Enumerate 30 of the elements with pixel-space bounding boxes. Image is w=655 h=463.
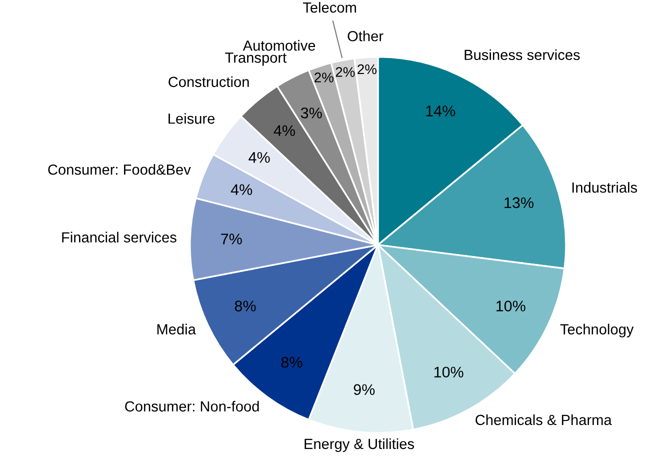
data-label: 8% <box>281 356 302 368</box>
slice-label: Consumer: Non-food <box>125 400 259 412</box>
slice-label: Automotive <box>242 40 316 51</box>
data-label: 2% <box>336 67 355 77</box>
data-label: 4% <box>274 125 295 136</box>
data-label: 4% <box>230 184 252 195</box>
slice-label: Media <box>157 324 196 334</box>
slice-label: Technology <box>560 324 634 338</box>
data-label: 14% <box>426 106 456 116</box>
data-label: 13% <box>504 197 534 208</box>
data-label: 10% <box>496 300 526 312</box>
slice-label: Other <box>348 30 384 42</box>
data-label: 4% <box>248 152 270 163</box>
slice-label: Business services <box>464 49 580 60</box>
slice-label: Industrials <box>572 182 638 193</box>
data-label: 2% <box>358 64 376 74</box>
slice-label: Chemicals & Pharma <box>476 414 612 426</box>
slice-label: Construction <box>168 76 249 88</box>
slice-label: Leisure <box>168 113 215 124</box>
data-label: 10% <box>434 366 464 378</box>
slice-label: Consumer: Food&Bev <box>48 164 191 175</box>
data-label: 2% <box>314 72 334 82</box>
slice-label: Energy & Utilities <box>304 438 414 452</box>
data-label: 3% <box>300 108 322 118</box>
slice-label: Transport <box>225 52 287 66</box>
slice-label: Financial services <box>62 232 176 243</box>
data-label: 9% <box>354 384 375 395</box>
slice-label: Telecom <box>302 2 356 13</box>
data-label: 7% <box>221 234 242 244</box>
data-label: 8% <box>234 300 256 312</box>
